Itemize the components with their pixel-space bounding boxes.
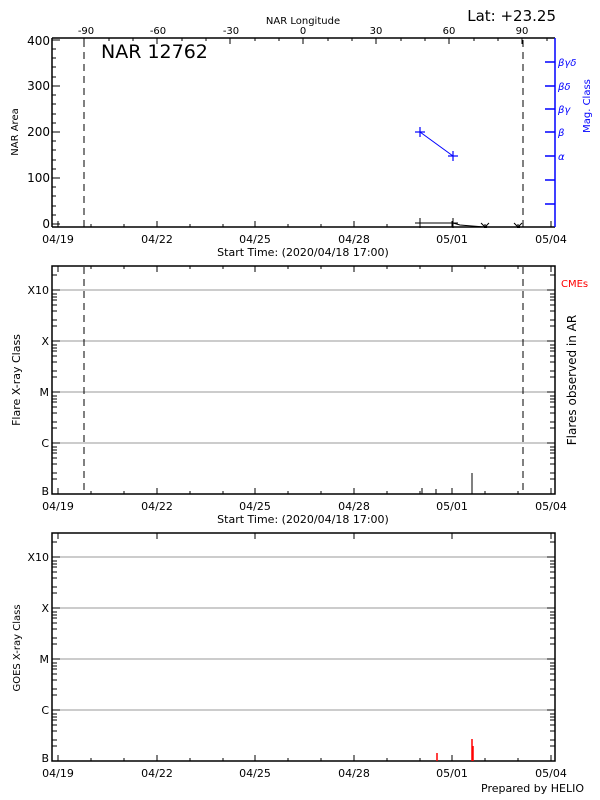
area-series	[415, 218, 523, 228]
cme-legend-label: CMEs	[561, 279, 588, 290]
date-tick-label: 05/04	[535, 233, 567, 246]
date-tick-label: 04/19	[42, 767, 74, 780]
flare-class-axis-title: Flare X-ray Class	[10, 334, 23, 426]
top-panel: 0 100 200 300 400 NAR Area α β βγ βδ βγδ	[10, 34, 593, 259]
class-tick-label: X	[41, 335, 49, 348]
longitude-tick-label: -60	[150, 26, 166, 37]
credit-label: Prepared by HELIO	[481, 782, 584, 795]
mag-class-tick-labels: α β βγ βδ βγδ	[557, 58, 576, 163]
date-tick-label: 04/25	[239, 233, 271, 246]
mag-class-label: β	[557, 128, 565, 139]
date-tick-label: 04/28	[338, 767, 370, 780]
class-tick-label: M	[40, 386, 50, 399]
longitude-tick-labels: -90 -60 -30 0 30 60 90	[78, 26, 529, 37]
longitude-tick-label: -90	[78, 26, 94, 37]
date-tick-label: 04/25	[239, 767, 271, 780]
class-tick-label: X10	[27, 551, 49, 564]
bottom-panel: B C M X X10 GOES X-ray Class 04/19 04/22…	[12, 532, 567, 780]
date-tick-label: 04/19	[42, 233, 74, 246]
longitude-tick-label: 60	[443, 26, 456, 37]
longitude-axis-title: NAR Longitude	[266, 16, 340, 27]
date-tick-label: 04/28	[338, 500, 370, 513]
class-tick-label: X10	[27, 284, 49, 297]
date-tick-label: 05/04	[535, 767, 567, 780]
area-tick-label: 300	[27, 79, 50, 93]
top-x-tick-labels: 04/19 04/22 04/25 04/28 05/01 05/04	[42, 233, 567, 246]
class-tick-label: B	[41, 752, 49, 765]
goes-events	[436, 739, 474, 761]
flare-class-tick-labels: B C M X X10	[27, 284, 49, 498]
date-tick-label: 05/04	[535, 500, 567, 513]
date-tick-label: 04/19	[42, 500, 74, 513]
date-tick-label: 04/28	[338, 233, 370, 246]
middle-x-tick-labels: 04/19 04/22 04/25 04/28 05/01 05/04	[42, 500, 567, 513]
area-tick-label: 0	[42, 217, 50, 231]
middle-x-axis-title: Start Time: (2020/04/18 17:00)	[217, 513, 389, 526]
longitude-tick-label: 0	[300, 26, 306, 37]
longitude-tick-label: -30	[223, 26, 239, 37]
date-tick-label: 05/01	[436, 233, 468, 246]
date-tick-label: 04/22	[141, 500, 173, 513]
latitude-label: Lat: +23.25	[467, 7, 556, 25]
area-tick-label: 100	[27, 171, 50, 185]
class-tick-label: M	[40, 653, 50, 666]
mag-class-label: βδ	[557, 82, 571, 93]
mag-class-label: α	[558, 152, 565, 163]
class-tick-label: C	[41, 704, 49, 717]
date-tick-label: 04/22	[141, 233, 173, 246]
class-tick-label: C	[41, 437, 49, 450]
area-tick-label: 400	[27, 34, 50, 48]
region-title: NAR 12762	[101, 41, 208, 63]
mag-class-label: βγ	[557, 105, 571, 116]
date-tick-label: 05/01	[436, 767, 468, 780]
mag-class-axis-title: Mag. Class	[582, 79, 593, 133]
longitude-tick-label: 30	[370, 26, 383, 37]
goes-class-axis-title: GOES X-ray Class	[12, 604, 23, 691]
middle-panel: B C M X X10 Flare X-ray Class CMEs Flare…	[10, 265, 588, 526]
mag-class-series	[415, 127, 458, 161]
area-axis-title: NAR Area	[10, 108, 21, 155]
mag-class-label: βγδ	[557, 58, 576, 69]
date-tick-label: 04/25	[239, 500, 271, 513]
date-tick-label: 04/22	[141, 767, 173, 780]
top-x-axis-title: Start Time: (2020/04/18 17:00)	[217, 246, 389, 259]
class-tick-label: X	[41, 602, 49, 615]
goes-class-tick-labels: B C M X X10	[27, 551, 49, 765]
class-tick-label: B	[41, 485, 49, 498]
bottom-x-tick-labels: 04/19 04/22 04/25 04/28 05/01 05/04	[42, 767, 567, 780]
area-tick-labels: 0 100 200 300 400	[27, 34, 50, 231]
longitude-tick-label: 90	[516, 26, 529, 37]
area-tick-label: 200	[27, 125, 50, 139]
flares-observed-title: Flares observed in AR	[565, 315, 579, 445]
flare-events	[421, 473, 473, 494]
date-tick-label: 05/01	[436, 500, 468, 513]
